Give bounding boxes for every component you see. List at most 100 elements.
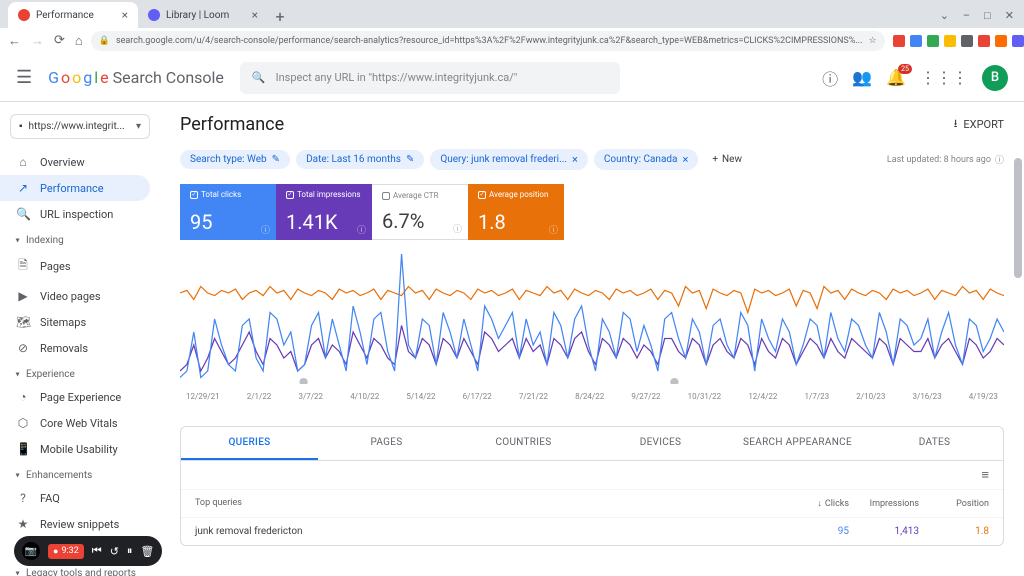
sidebar-item-mobile-usability[interactable]: 📱Mobile Usability <box>0 436 150 462</box>
browser-tab-active[interactable]: Performance × <box>8 2 138 28</box>
url-input[interactable]: 🔒 search.google.com/u/4/search-console/p… <box>91 31 885 51</box>
sidebar-item-pages[interactable]: 🗎Pages <box>0 250 150 283</box>
x-axis-label: 6/17/22 <box>463 392 492 401</box>
ext-icon[interactable] <box>978 35 990 47</box>
info-icon[interactable]: ⓘ <box>995 153 1004 166</box>
metric-card-total-impressions[interactable]: ✓Total impressions1.41Kⓘ <box>276 184 372 240</box>
plus-icon: + <box>712 154 718 165</box>
edit-icon[interactable]: ✎ <box>272 154 280 165</box>
table-row[interactable]: junk removal fredericton 95 1,413 1.8 <box>181 517 1003 545</box>
nav-section-indexing[interactable]: Indexing <box>0 227 160 250</box>
scrollbar[interactable] <box>1014 158 1022 278</box>
info-icon[interactable]: ⓘ <box>261 223 270 236</box>
sidebar-item-overview[interactable]: ⌂Overview <box>0 149 150 175</box>
sidebar-item-sitemaps[interactable]: 🗺Sitemaps <box>0 309 150 335</box>
table-tab-dates[interactable]: DATES <box>866 427 1003 460</box>
ext-icon[interactable] <box>961 35 973 47</box>
ext-icon[interactable] <box>1012 35 1024 47</box>
back-button[interactable]: ← <box>8 33 21 49</box>
chart-marker-icon <box>299 378 307 384</box>
col-header-position[interactable]: Position <box>919 498 989 509</box>
nav-section-experience[interactable]: Experience <box>0 361 160 384</box>
x-axis-label: 7/21/22 <box>519 392 548 401</box>
home-button[interactable]: ⌂ <box>75 33 83 49</box>
metric-card-average-ctr[interactable]: Average CTR6.7%ⓘ <box>372 184 468 240</box>
people-icon[interactable]: 👥 <box>852 68 872 87</box>
camera-icon[interactable]: 📷 <box>22 542 40 560</box>
filter-chip[interactable]: Search type: Web✎ <box>180 150 290 169</box>
close-icon[interactable]: × <box>572 153 578 166</box>
new-tab-button[interactable]: + <box>268 4 292 28</box>
close-icon[interactable]: × <box>252 8 258 22</box>
minimize-button[interactable]: – <box>963 9 970 22</box>
maximize-button[interactable]: □ <box>984 9 991 22</box>
cancel-icon[interactable]: ↺ <box>110 545 119 558</box>
sidebar-item-removals[interactable]: ⊘Removals <box>0 335 150 361</box>
pause-icon[interactable]: ⏸ <box>127 544 133 558</box>
apps-grid-icon[interactable]: ⋮⋮⋮ <box>920 68 968 87</box>
sidebar-item-video-pages[interactable]: ▶Video pages <box>0 283 150 309</box>
chevron-down-icon: ▾ <box>136 121 141 132</box>
x-axis-label: 8/24/22 <box>575 392 604 401</box>
close-icon[interactable]: × <box>682 153 688 166</box>
nav-section-enhancements[interactable]: Enhancements <box>0 462 160 485</box>
filter-chip[interactable]: Query: junk removal frederi... × <box>430 149 588 170</box>
notifications-icon[interactable]: 🔔 <box>886 68 906 87</box>
ext-icon[interactable] <box>893 35 905 47</box>
sidebar-item-url-inspection[interactable]: 🔍URL inspection <box>0 201 150 227</box>
url-inspect-input[interactable]: 🔍 Inspect any URL in "https://www.integr… <box>240 62 620 94</box>
table-header: Top queries ↓Clicks Impressions Position <box>181 490 1003 517</box>
delete-icon[interactable]: 🗑 <box>140 545 154 558</box>
x-axis-label: 4/19/23 <box>969 392 998 401</box>
metric-value: 6.7% <box>382 209 458 233</box>
nav-icon: ▶ <box>16 289 30 303</box>
close-icon[interactable]: × <box>122 8 128 22</box>
export-button[interactable]: ⭳ EXPORT <box>954 115 1004 134</box>
ext-icon[interactable] <box>944 35 956 47</box>
metric-card-total-clicks[interactable]: ✓Total clicks95ⓘ <box>180 184 276 240</box>
sidebar-item-core-web-vitals[interactable]: ⬡Core Web Vitals <box>0 410 150 436</box>
table-tab-search-appearance[interactable]: SEARCH APPEARANCE <box>729 427 866 460</box>
sidebar-item-page-experience[interactable]: ◔Page Experience <box>0 384 150 410</box>
nav-label: URL inspection <box>40 208 113 221</box>
ext-icon[interactable] <box>995 35 1007 47</box>
reload-button[interactable]: ⟳ <box>54 33 65 49</box>
account-avatar[interactable]: B <box>982 65 1008 91</box>
star-icon[interactable]: ☆ <box>868 36 876 46</box>
help-icon[interactable]: ⓘ <box>822 66 838 90</box>
table-tab-countries[interactable]: COUNTRIES <box>455 427 592 460</box>
add-filter-button[interactable]: + New <box>704 150 750 169</box>
edit-icon[interactable]: ✎ <box>406 154 414 165</box>
property-selector[interactable]: ▪ https://www.integrit... ▾ <box>10 114 150 139</box>
filter-icon[interactable]: ≡ <box>981 467 989 483</box>
info-icon[interactable]: ⓘ <box>549 223 558 236</box>
table-tab-devices[interactable]: DEVICES <box>592 427 729 460</box>
chip-label: Query: junk removal frederi... <box>440 154 567 165</box>
col-header-query[interactable]: Top queries <box>195 498 779 509</box>
col-header-clicks[interactable]: ↓Clicks <box>779 498 849 509</box>
table-tab-pages[interactable]: PAGES <box>318 427 455 460</box>
restart-icon[interactable]: ⏮ <box>92 544 102 558</box>
info-icon[interactable]: ⓘ <box>453 222 462 235</box>
metric-card-average-position[interactable]: ✓Average position1.8ⓘ <box>468 184 564 240</box>
sidebar-item-review-snippets[interactable]: ★Review snippets <box>0 511 150 537</box>
sidebar-item-faq[interactable]: ?FAQ <box>0 485 150 511</box>
close-window-button[interactable]: ✕ <box>1005 9 1014 22</box>
loom-recorder-bar[interactable]: 📷 ● 9:32 ⏮ ↺ ⏸ 🗑 <box>14 536 162 566</box>
ext-icon[interactable] <box>910 35 922 47</box>
chart-marker-icon <box>670 378 678 384</box>
filter-chip[interactable]: Date: Last 16 months✎ <box>296 150 424 169</box>
table-tab-queries[interactable]: QUERIES <box>181 427 318 460</box>
forward-button[interactable]: → <box>31 33 44 49</box>
nav-label: Core Web Vitals <box>40 417 118 430</box>
ext-icon[interactable] <box>927 35 939 47</box>
hamburger-menu-icon[interactable]: ☰ <box>16 67 32 88</box>
col-header-impressions[interactable]: Impressions <box>849 498 919 509</box>
info-icon[interactable]: ⓘ <box>357 223 366 236</box>
chevron-down-icon[interactable]: ⌄ <box>940 9 949 22</box>
browser-tab[interactable]: Library | Loom × <box>138 2 268 28</box>
checkbox-icon: ✓ <box>286 191 294 199</box>
nav-label: Sitemaps <box>40 316 86 329</box>
sidebar-item-performance[interactable]: ↗Performance <box>0 175 150 201</box>
filter-chip[interactable]: Country: Canada× <box>594 149 699 170</box>
